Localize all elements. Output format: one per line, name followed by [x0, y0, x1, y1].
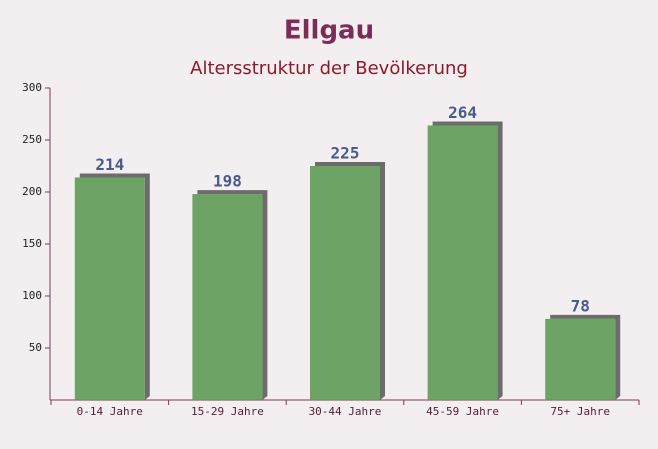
x-tick-label: 75+ Jahre [550, 405, 610, 418]
value-label: 198 [213, 172, 242, 191]
chart-subtitle: Altersstruktur der Bevölkerung [190, 58, 468, 79]
value-label: 225 [331, 144, 360, 163]
value-label: 214 [95, 155, 124, 174]
value-label: 78 [571, 296, 590, 315]
x-tick-label: 45-59 Jahre [426, 405, 499, 418]
y-tick-label: 50 [29, 341, 42, 354]
y-tick-label: 200 [22, 185, 42, 198]
x-tick-label: 15-29 Jahre [191, 405, 264, 418]
y-tick-label: 300 [22, 81, 42, 94]
bar [545, 318, 616, 400]
bar [74, 177, 145, 400]
value-label: 264 [448, 103, 477, 122]
y-tick-label: 250 [22, 133, 42, 146]
y-tick-label: 150 [22, 237, 42, 250]
x-tick-label: 0-14 Jahre [77, 405, 143, 418]
bar [310, 166, 380, 400]
bar [192, 194, 263, 400]
x-tick-label: 30-44 Jahre [309, 405, 382, 418]
chart-title: Ellgau [284, 16, 374, 46]
y-tick-label: 100 [22, 289, 42, 302]
bar [427, 125, 498, 400]
